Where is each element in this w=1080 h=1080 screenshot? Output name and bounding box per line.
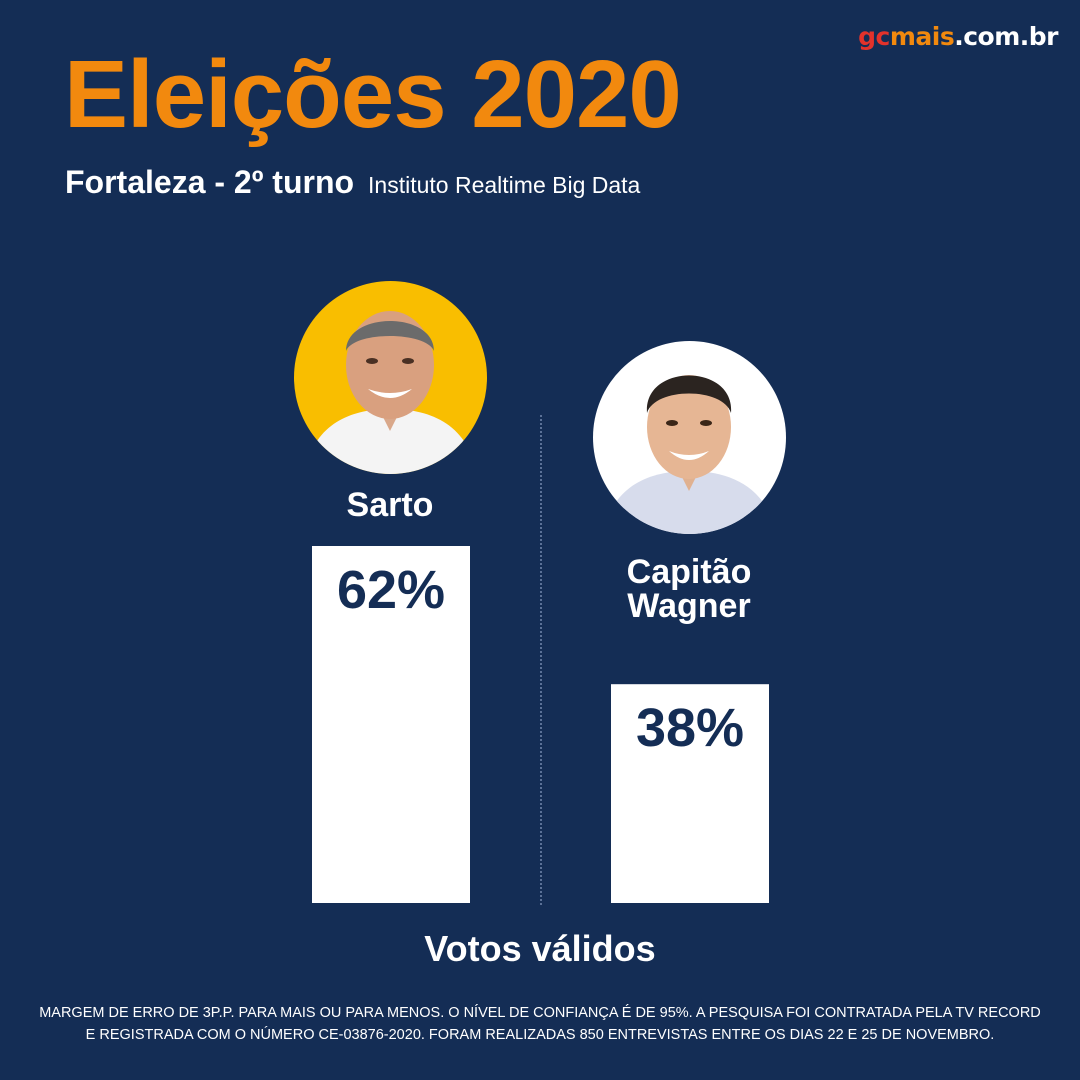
page-title: Eleições 2020 <box>64 41 682 148</box>
candidate-photo-wagner <box>593 341 786 534</box>
poll-source-label: Instituto Realtime Big Data <box>368 172 641 198</box>
candidate-name-wagner: Capitão Wagner <box>626 553 752 625</box>
methodology-note-line: MARGEM DE ERRO DE 3P.P. PARA MAIS OU PAR… <box>39 1005 1041 1021</box>
methodology-note-line: E REGISTRADA COM O NÚMERO CE-03876-2020.… <box>85 1027 995 1043</box>
candidate-divider <box>540 415 542 905</box>
brand-logo-part: mais <box>889 22 955 51</box>
subtitle: Fortaleza - 2º turno Instituto Realtime B… <box>65 164 640 201</box>
brand-logo-part: .com.br <box>954 22 1058 51</box>
candidate-name-sarto: Sarto <box>346 486 434 524</box>
bar-value-label-1: 38% <box>636 698 744 758</box>
candidate-photo-sarto <box>294 281 487 474</box>
bar-value-label-0: 62% <box>337 560 445 620</box>
bar-1 <box>611 684 769 903</box>
city-round-label: Fortaleza - 2º turno <box>65 164 355 200</box>
x-axis-label: Votos válidos <box>424 928 656 969</box>
person-icon <box>294 281 487 474</box>
methodology-note: MARGEM DE ERRO DE 3P.P. PARA MAIS OU PAR… <box>20 1002 1060 1046</box>
brand-logo-part: gc <box>858 22 890 51</box>
brand-logo[interactable]: gcmais.com.br <box>858 22 1058 51</box>
person-icon <box>593 341 786 534</box>
bar-0 <box>312 546 470 903</box>
